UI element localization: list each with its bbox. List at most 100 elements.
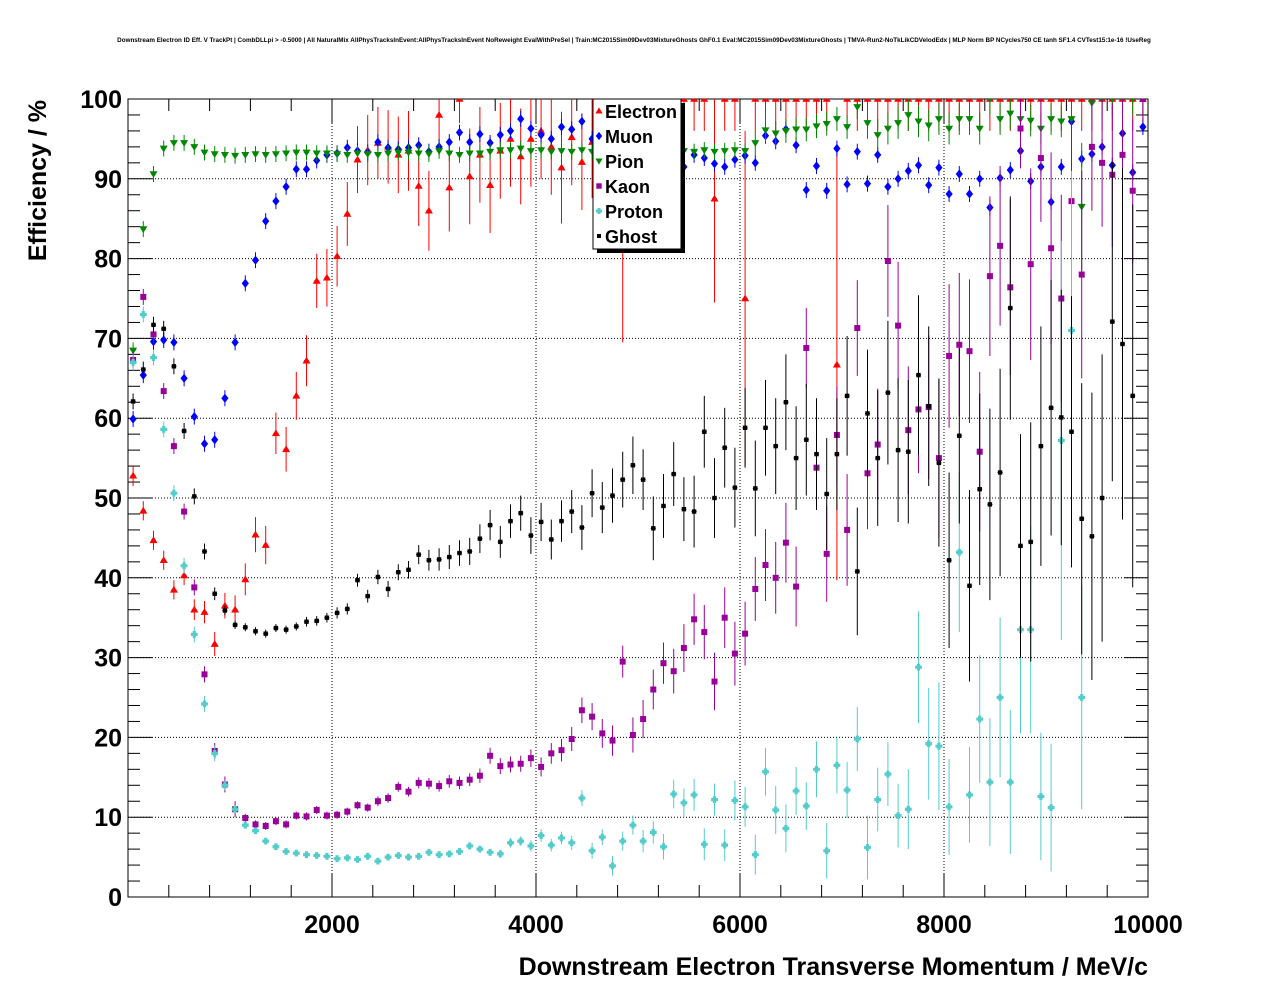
data-point-proton [629,815,637,835]
data-point-pion [312,145,321,162]
data-point-kaon [609,725,616,756]
data-point-muon [1057,158,1065,175]
data-point-ghost [926,326,932,487]
data-point-electron [751,99,760,131]
data-point-pion [363,146,372,163]
data-point-pion [139,221,148,238]
data-point-pion [1130,99,1136,115]
data-point-kaon [997,166,1004,326]
data-point-electron [159,550,168,570]
data-point-ghost [895,378,901,522]
data-point-proton [527,840,535,852]
data-point-kaon [670,648,677,694]
data-point-kaon [415,777,422,789]
data-point-proton [976,655,984,783]
data-point-muon [1150,191,1157,207]
data-point-muon [710,155,719,172]
data-point-ghost [354,573,361,587]
data-point-pion [904,99,913,131]
data-point-muon [1139,118,1147,135]
data-point-proton [598,829,606,846]
data-point-electron [832,149,841,581]
data-point-muon [129,411,137,427]
data-point-proton [568,835,576,850]
data-point-kaon [895,261,902,390]
data-point-kaon [782,502,789,583]
data-point-kaon [538,757,545,777]
data-point-pion [914,105,923,138]
data-point-pion [720,142,729,159]
data-point-kaon [344,807,351,816]
data-point-proton [272,843,280,851]
data-point-pion [700,142,709,159]
data-point-electron [333,225,342,287]
data-point-proton [364,852,372,860]
data-point-kaon [721,587,728,649]
data-point-muon [751,154,759,171]
data-point-proton [170,485,178,502]
data-point-proton [415,852,423,860]
data-point-proton [496,849,504,858]
data-point-muon [262,213,270,230]
data-point-ghost [130,393,136,410]
data-point-proton [190,626,198,643]
data-point-pion [292,144,301,161]
chart-title: Downstream Electron ID Eff. V TrackPt | … [117,37,1151,44]
data-point-proton [425,848,433,856]
data-point-proton [609,856,616,876]
data-point-proton [649,821,657,844]
data-point-ghost [977,393,983,585]
data-point-ghost [722,407,728,488]
data-point-ghost [936,379,942,547]
data-point-proton [1037,732,1045,861]
data-point-proton [690,778,698,811]
y-tick-label: 100 [80,86,122,114]
data-point-ghost [579,505,585,550]
data-point-kaon [691,593,698,645]
series-ghost [130,162,1136,682]
data-point-electron [149,530,158,550]
data-point-pion [180,134,189,151]
data-point-ghost [660,474,667,538]
data-point-ghost [467,537,473,566]
data-point-pion [741,142,750,159]
data-point-muon [251,252,260,269]
data-point-ghost [273,624,279,633]
data-points [129,99,1157,880]
data-point-proton [925,687,933,800]
data-point-muon [853,143,861,160]
data-point-ghost [487,509,493,541]
data-point-muon [231,334,239,351]
data-point-pion [771,121,780,146]
data-point-kaon [966,279,973,423]
data-point-muon [904,162,912,179]
data-point-ghost [395,564,401,581]
data-point-muon [812,158,821,175]
data-point-ghost [1017,434,1024,658]
data-point-muon [292,161,300,178]
data-point-kaon [507,756,514,773]
data-point-ghost [1028,422,1034,662]
data-point-electron [690,99,699,131]
data-point-ghost [222,605,228,616]
data-point-pion [475,145,484,162]
data-point-electron [455,99,464,123]
data-point-kaon [803,308,810,388]
data-point-kaon [946,284,953,428]
data-point-proton [466,842,474,850]
data-point-muon [272,193,280,210]
data-point-kaon [425,778,432,790]
y-tick-label: 70 [94,325,122,353]
data-point-kaon [354,801,361,810]
data-point-pion [781,118,790,143]
data-point-kaon [527,749,534,767]
data-point-kaon [466,773,473,787]
data-point-pion [394,144,403,161]
data-point-ghost [375,569,381,585]
data-point-pion [353,145,362,162]
data-point-electron [139,501,148,521]
data-point-proton [129,354,137,371]
data-point-kaon [844,474,851,586]
data-point-proton [578,790,586,807]
data-point-muon [302,161,311,178]
